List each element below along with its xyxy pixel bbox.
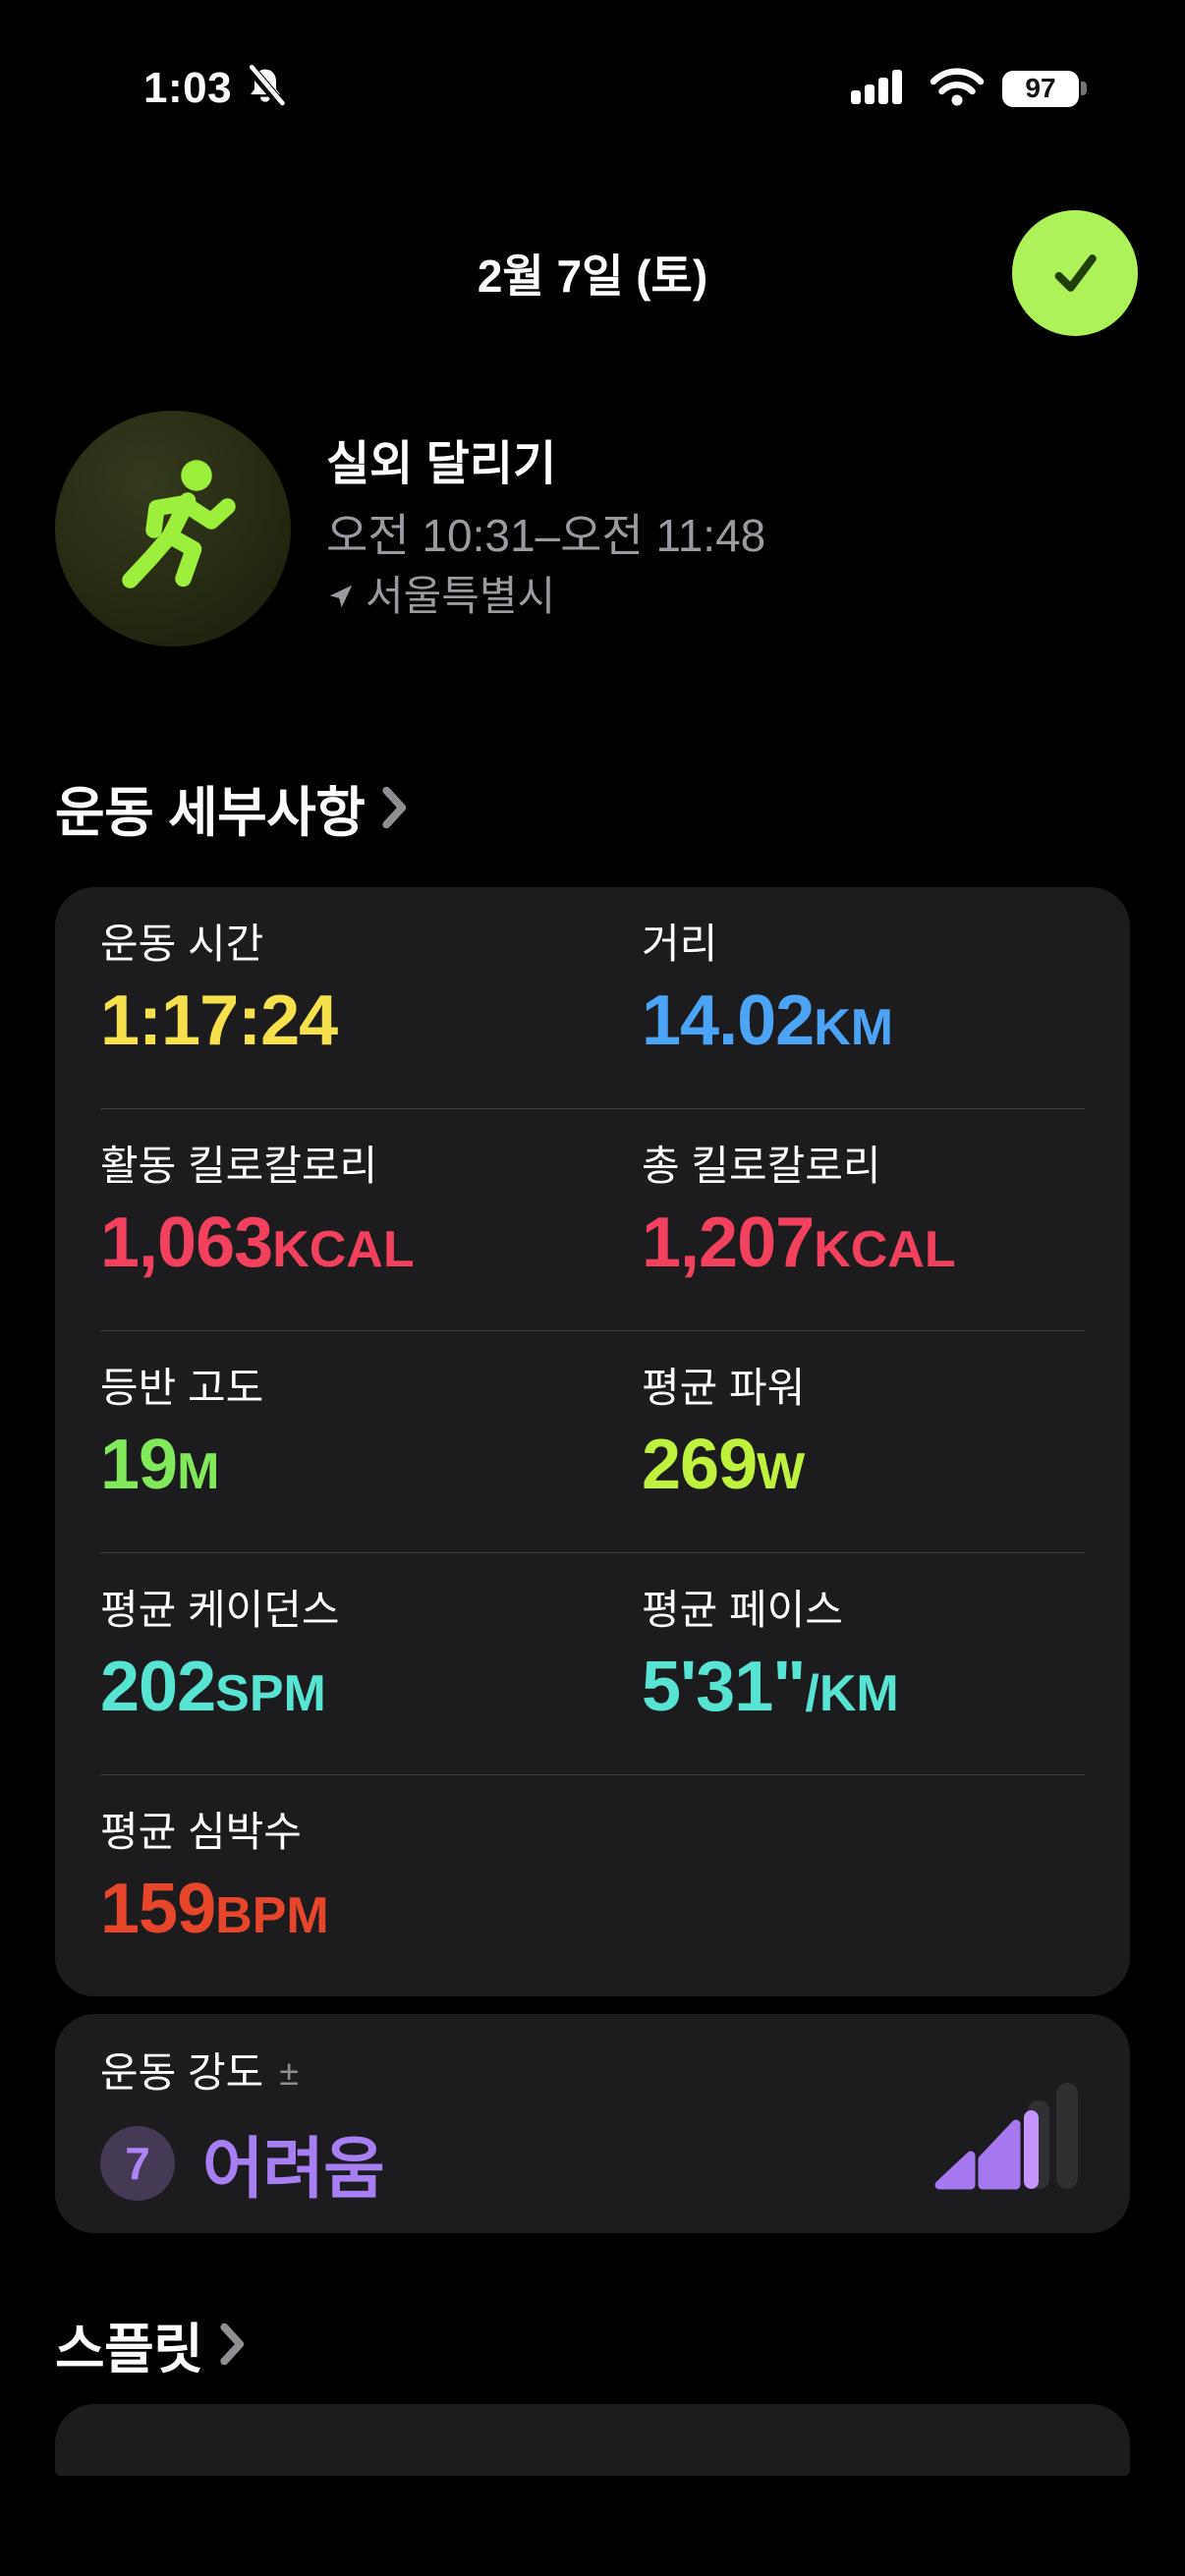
metrics-row-1: 운동 시간 1:17:24 거리 14.02KM [100,887,1085,1109]
chevron-right-icon [382,786,407,829]
metric-label: 평균 페이스 [642,1587,843,1633]
metric-number: 1,063 [100,1204,273,1282]
checkmark-icon [1054,254,1097,292]
metric-number: 159 [100,1870,216,1948]
section-title: 운동 세부사항 [55,782,366,843]
metric-active-kcal: 활동 킬로칼로리 1,063KCAL [100,1143,642,1291]
status-time: 1:03 [143,64,233,112]
location-arrow-icon [329,585,353,608]
metric-value: 1:17:24 [100,980,642,1069]
status-left: 1:03 [143,63,287,113]
metric-value: 159BPM [100,1868,642,1957]
metric-value: 1,063KCAL [100,1202,642,1291]
metric-number: 19 [100,1426,178,1504]
intensity-value-row: 7 어려움 [100,2114,1085,2212]
workout-texts: 실외 달리기 오전 10:31–오전 11:48 서울특별시 [326,436,765,621]
metric-value: 19M [100,1424,642,1513]
metric-avg-pace: 평균 페이스 5'31"/KM [642,1587,1085,1735]
splits-card-partial [55,2404,1130,2476]
metric-number: 1:17:24 [100,981,338,1060]
section-header-workout-details[interactable]: 운동 세부사항 [55,768,408,847]
battery-indicator: 97 [1002,70,1087,107]
workout-header: 실외 달리기 오전 10:31–오전 11:48 서울특별시 [55,411,765,646]
effort-bars-icon [931,2083,1079,2198]
metric-unit: /KM [805,1665,899,1722]
status-bar: 1:03 [0,49,1185,128]
metric-label: 운동 시간 [100,921,264,967]
metric-duration: 운동 시간 1:17:24 [100,921,642,1069]
intensity-title: 운동 강도 [100,2049,264,2096]
metric-number: 5'31" [642,1648,806,1726]
metric-unit: BPM [215,1887,329,1944]
metric-value: 14.02KM [642,980,1085,1069]
battery-percent: 97 [1025,73,1056,103]
metrics-row-3: 등반 고도 19M 평균 파워 269W [100,1331,1085,1553]
metric-number: 202 [100,1648,216,1726]
workout-details-card: 운동 시간 1:17:24 거리 14.02KM 활동 킬로칼로리 1,063K… [55,887,1130,1996]
metric-distance: 거리 14.02KM [642,921,1085,1069]
status-right: 97 [851,66,1087,111]
workout-location: 서울특별시 [366,573,556,619]
metric-label: 거리 [642,921,718,967]
metric-label: 등반 고도 [100,1365,264,1411]
metric-value: 202SPM [100,1646,642,1735]
metric-number: 1,207 [642,1204,815,1282]
metric-avg-power: 평균 파워 269W [642,1365,1085,1513]
intensity-level-label: 어려움 [202,2132,385,2207]
metric-label: 평균 파워 [642,1365,806,1411]
metric-number: 14.02 [642,981,815,1060]
metric-label: 평균 심박수 [100,1809,302,1855]
section-title: 스플릿 [55,2319,203,2380]
metrics-row-5: 평균 심박수 159BPM [100,1775,1085,1996]
nav-header: 2월 7일 (토) [0,208,1185,338]
cellular-signal-icon [851,68,912,109]
metric-label: 활동 킬로칼로리 [100,1143,378,1189]
metric-number: 269 [642,1426,758,1504]
metric-value: 1,207KCAL [642,1202,1085,1291]
workout-location-row: 서울특별시 [326,572,765,621]
battery-nub [1081,82,1087,95]
workout-intensity-card: 운동 강도 ± 7 어려움 [55,2014,1130,2233]
page-title-date: 2월 7일 (토) [477,251,708,302]
metric-unit: M [177,1443,220,1500]
metric-total-kcal: 총 킬로칼로리 1,207KCAL [642,1143,1085,1291]
metric-unit: KM [814,999,894,1056]
metric-elevation-gain: 등반 고도 19M [100,1365,642,1513]
workout-type-avatar [55,411,291,646]
metrics-row-2: 활동 킬로칼로리 1,063KCAL 총 킬로칼로리 1,207KCAL [100,1109,1085,1331]
workout-type-label: 실외 달리기 [326,438,557,490]
metric-unit: KCAL [814,1221,956,1278]
intensity-label-row: 운동 강도 ± [100,2049,1085,2097]
metric-unit: KCAL [272,1221,415,1278]
chevron-right-icon [220,2323,245,2366]
metric-avg-cadence: 평균 케이던스 202SPM [100,1587,642,1735]
bell-slash-icon [244,63,287,113]
metric-value: 5'31"/KM [642,1646,1085,1735]
metric-unit: SPM [215,1665,326,1722]
confirm-check-button[interactable] [1012,210,1138,336]
wifi-icon [930,66,985,111]
section-header-splits[interactable]: 스플릿 [55,2305,246,2383]
intensity-score-badge: 7 [100,2125,175,2201]
metric-label: 총 킬로칼로리 [642,1143,881,1189]
metric-value: 269W [642,1424,1085,1513]
metric-unit: W [757,1443,806,1500]
metric-avg-heart-rate: 평균 심박수 159BPM [100,1809,642,1957]
plus-minus-icon: ± [279,2052,299,2093]
metrics-row-4: 평균 케이던스 202SPM 평균 페이스 5'31"/KM [100,1553,1085,1775]
workout-time-range: 오전 10:31–오전 11:48 [326,510,766,561]
runner-icon [122,460,236,588]
battery-body: 97 [1002,70,1079,107]
metric-label: 평균 케이던스 [100,1587,340,1633]
